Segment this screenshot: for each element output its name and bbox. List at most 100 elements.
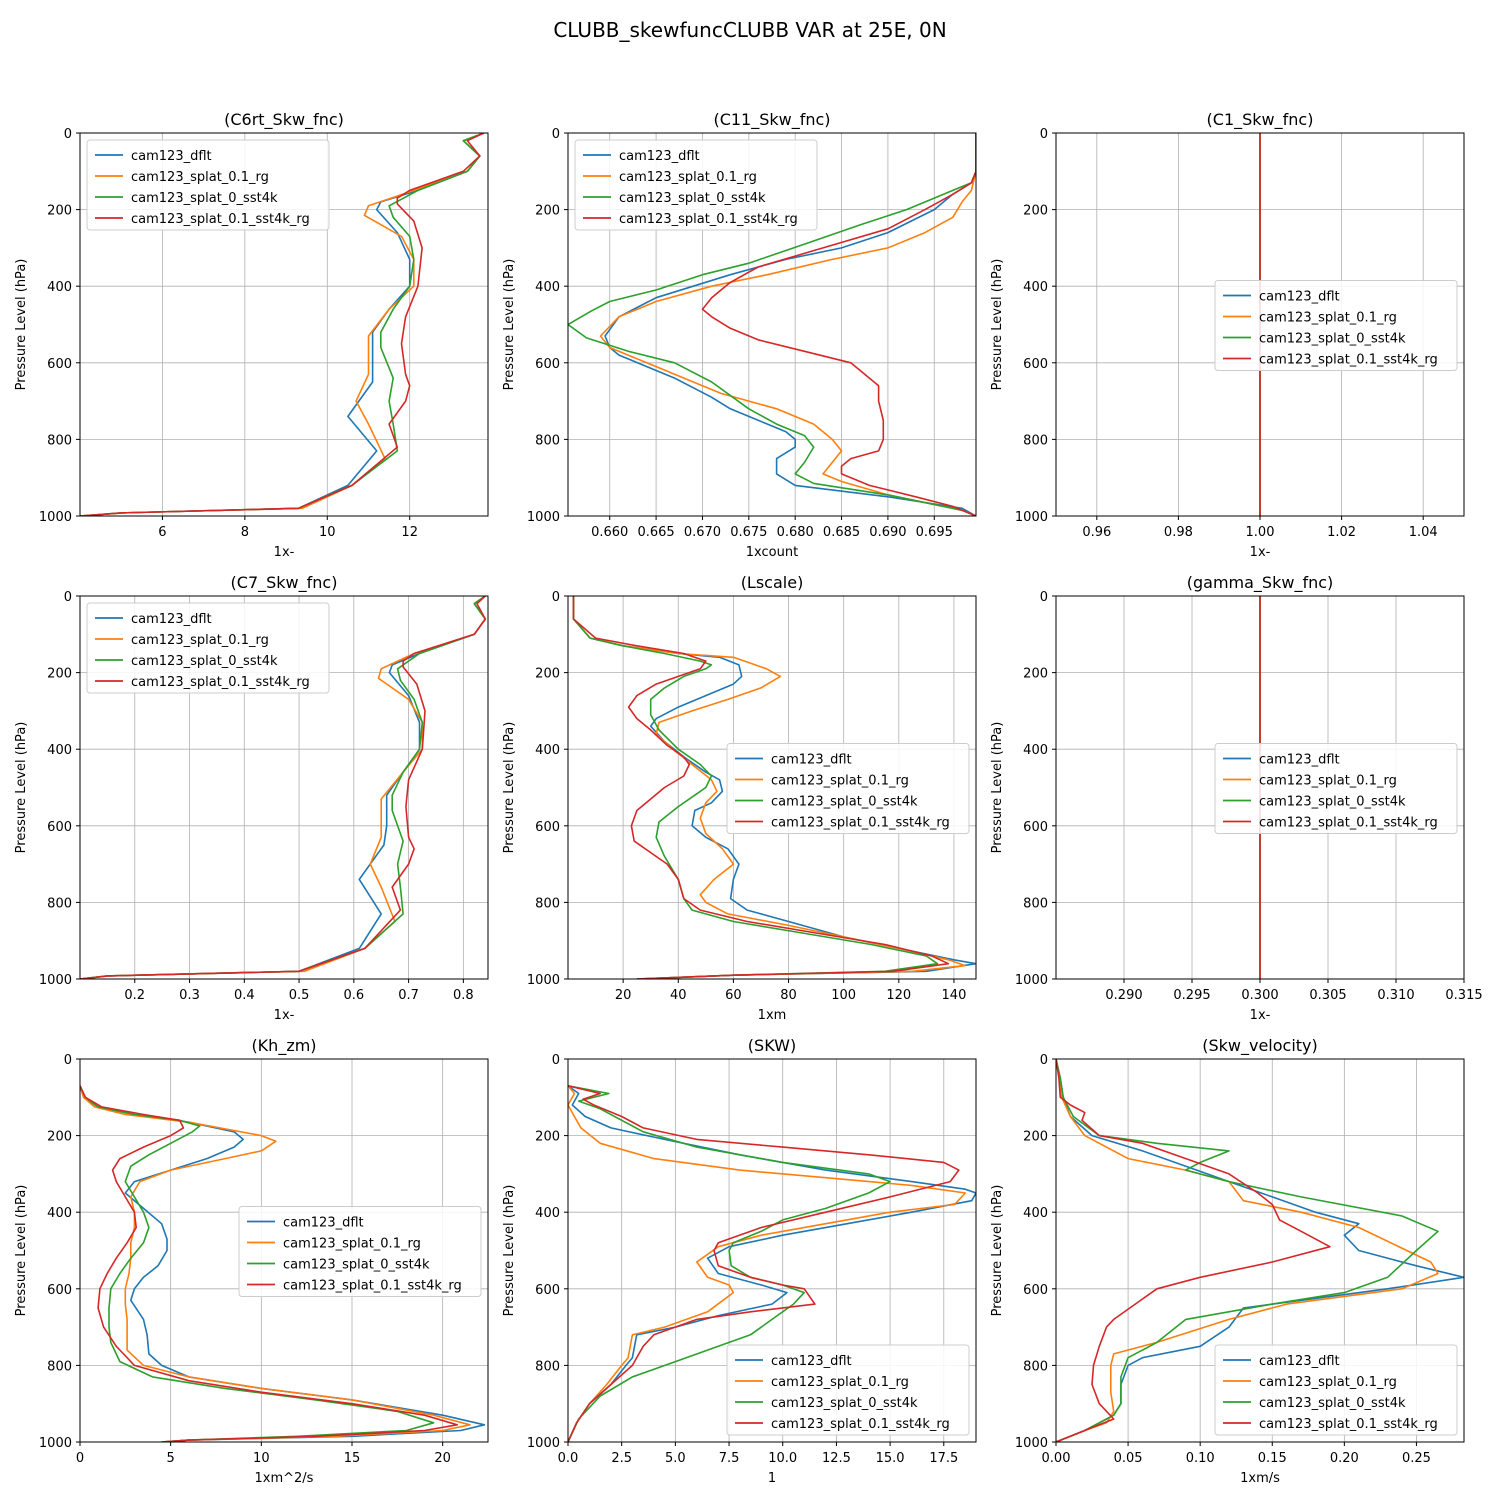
axes-frame [567,595,977,980]
legend-label: cam123_splat_0_sst4k [771,795,918,810]
y-tick-label: 1000 [527,973,560,988]
x-tick-label: 12.5 [822,1451,851,1466]
y-tick-label: 400 [1023,743,1048,758]
x-tick-label: 5.0 [665,1451,686,1466]
series-line-cam123_dflt [1056,1059,1464,1442]
y-tick-label: 200 [535,204,560,219]
legend-label: cam123_dflt [131,612,212,627]
y-tick-label: 800 [47,1359,72,1374]
y-axis-label: Pressure Level (hPa) [990,722,1005,854]
series-line-cam123_dflt [80,1085,486,1442]
legend: cam123_dflt cam123_splat_0.1_rg cam123_spl… [726,743,970,834]
x-tick-label: 20 [615,988,632,1003]
legend-label: cam123_dflt [1259,1354,1340,1369]
x-tick-label: 0.670 [684,525,721,540]
legend-label: cam123_splat_0.1_sst4k_rg [1259,816,1438,831]
subplot-4: 0.2 0.3 0.4 0.5 0.6 0.7 0.8 0 200 400 600 800 1000 (C… [14,573,489,1023]
legend: cam123_dflt cam123_splat_0.1_rg cam123_spl… [1214,743,1458,834]
series-line-cam123_splat_0_sst4k [568,1085,891,1442]
legend: cam123_dflt cam123_splat_0.1_rg cam123_spl… [238,1206,482,1297]
y-tick-label: 1000 [39,973,72,988]
y-tick-label: 0 [552,127,560,142]
y-tick-label: 400 [535,280,560,295]
legend-label: cam123_splat_0.1_sst4k_rg [771,816,950,831]
subplot-8: 0.0 2.5 5.0 7.5 10.0 12.5 15.0 17.5 0 200 400 600 80… [502,1036,977,1486]
y-tick-label: 800 [535,896,560,911]
x-tick-label: 120 [886,988,911,1003]
y-tick-label: 600 [535,1283,560,1298]
legend-label: cam123_splat_0_sst4k [131,191,278,206]
legend-label: cam123_splat_0.1_rg [131,633,269,648]
legend-label: cam123_splat_0.1_rg [1259,774,1397,789]
y-axis-label: Pressure Level (hPa) [990,259,1005,391]
x-tick-label: 0.660 [591,525,628,540]
subplot-title: (C7_Skw_fnc) [231,573,338,593]
x-tick-label: 7.5 [719,1451,740,1466]
x-tick-label: 0.295 [1173,988,1210,1003]
x-tick-label: 15 [344,1451,361,1466]
legend-box [726,1344,970,1436]
y-axis-label: Pressure Level (hPa) [502,259,517,391]
x-tick-label: 10 [253,1451,270,1466]
legend-label: cam123_splat_0.1_sst4k_rg [1259,1417,1438,1432]
x-tick-label: 17.5 [929,1451,958,1466]
x-axis-label: 1x- [274,545,295,560]
y-axis-label: Pressure Level (hPa) [14,259,29,391]
legend-label: cam123_splat_0_sst4k [619,191,766,206]
y-tick-label: 1000 [1015,510,1048,525]
legend-label: cam123_splat_0.1_rg [771,1375,909,1390]
subplot-title: (SKW) [748,1036,796,1055]
y-tick-label: 400 [47,1206,72,1221]
y-tick-label: 200 [47,667,72,682]
x-axis-label: 1 [768,1471,776,1486]
y-tick-label: 0 [64,1053,72,1068]
y-tick-label: 400 [535,1206,560,1221]
x-tick-label: 1.04 [1409,525,1438,540]
legend-label: cam123_dflt [1259,753,1340,768]
series-line-cam123_splat_0.1_rg [1056,1059,1439,1442]
y-tick-label: 1000 [527,1436,560,1451]
legend-label: cam123_splat_0.1_rg [619,170,757,185]
legend-label: cam123_dflt [771,1354,852,1369]
y-tick-label: 800 [535,433,560,448]
subplot-5: 20 40 60 80 100 120 140 0 200 400 600 800 1000 (Lscal… [502,573,977,1023]
y-tick-label: 600 [47,820,72,835]
legend: cam123_dflt cam123_splat_0.1_rg cam123_spl… [1214,1344,1458,1436]
y-tick-label: 0 [64,590,72,605]
x-tick-label: 40 [670,988,687,1003]
subplot-1: 6 8 10 12 0 200 400 600 800 1000 (C6rt_Skw_fnc) 1x-… [14,110,489,560]
y-tick-label: 800 [1023,896,1048,911]
x-tick-label: 0.5 [289,988,310,1003]
axes-frame [79,132,489,517]
legend-box [238,1206,482,1297]
series-line-cam123_splat_0.1_sst4k_rg [701,133,976,516]
legend-label: cam123_splat_0.1_sst4k_rg [1259,353,1438,368]
series-line-cam123_splat_0_sst4k [80,133,485,516]
y-axis-label: Pressure Level (hPa) [502,1185,517,1317]
legend-label: cam123_dflt [283,1216,364,1231]
x-tick-label: 12 [401,525,418,540]
x-tick-label: 60 [725,988,742,1003]
y-tick-label: 600 [535,357,560,372]
x-tick-label: 0.4 [234,988,255,1003]
x-tick-label: 0.96 [1082,525,1111,540]
y-tick-label: 1000 [527,510,560,525]
subplot-3: 0.96 0.98 1.00 1.02 1.04 0 200 400 600 800 1000 (C1… [990,110,1465,560]
legend-label: cam123_dflt [771,753,852,768]
x-tick-label: 80 [780,988,797,1003]
legend: cam123_dflt cam123_splat_0.1_rg cam123_spl… [1214,280,1458,371]
subplot-title: (C11_Skw_fnc) [713,110,830,130]
y-tick-label: 200 [47,1130,72,1145]
y-tick-label: 0 [64,127,72,142]
x-tick-label: 0.0 [558,1451,579,1466]
y-tick-label: 0 [1040,1053,1048,1068]
x-tick-label: 0 [76,1451,84,1466]
x-tick-label: 0.310 [1377,988,1414,1003]
axes-frame [567,132,977,517]
subplot-7: 0 5 10 15 2002004006008001000(Kh_zm)1xm^2/sP… [14,1036,489,1486]
x-tick-label: 0.8 [453,988,474,1003]
x-tick-label: 0.6 [343,988,364,1003]
x-tick-label: 100 [831,988,856,1003]
legend-box [86,602,330,694]
y-tick-label: 1000 [39,1436,72,1451]
